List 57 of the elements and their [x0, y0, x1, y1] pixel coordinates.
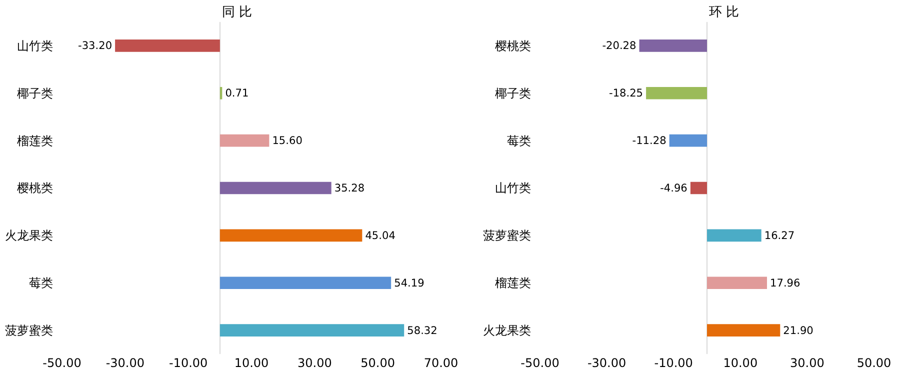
bar	[220, 86, 222, 100]
data-label: 45.04	[365, 230, 396, 242]
chart-title: 同 比	[222, 5, 252, 20]
bar	[220, 182, 332, 194]
y-tick-label: 火龙果类	[5, 228, 53, 243]
y-tick-label: 樱桃类	[495, 38, 531, 53]
x-tick-label: 10.00	[723, 356, 758, 370]
data-label: 54.19	[394, 277, 424, 290]
y-tick-label: 山竹类	[17, 38, 53, 53]
bar	[639, 40, 707, 52]
x-tick-label: -10.00	[654, 356, 693, 370]
y-tick-label: 火龙果类	[483, 323, 531, 338]
y-tick-label: 椰子类	[17, 86, 53, 100]
data-label: -33.20	[78, 40, 112, 52]
y-tick-label: 椰子类	[495, 86, 531, 100]
data-label: -4.96	[660, 182, 688, 195]
y-tick-label: 山竹类	[495, 181, 531, 196]
bar	[115, 40, 220, 52]
bar	[220, 134, 270, 147]
x-tick-label: -30.00	[106, 356, 145, 370]
bar	[707, 276, 767, 290]
bar	[707, 229, 762, 242]
chart-title: 环 比	[709, 5, 740, 20]
y-tick-label: 榴莲类	[17, 134, 53, 148]
bar	[220, 229, 362, 242]
x-tick-label: 30.00	[790, 356, 824, 370]
bar	[707, 324, 780, 336]
x-tick-label: 70.00	[424, 356, 458, 370]
x-tick-label: 10.00	[234, 356, 269, 370]
y-tick-label: 菠萝蜜类	[483, 228, 531, 243]
data-label: -11.28	[632, 135, 666, 148]
y-tick-label: 菠萝蜜类	[5, 323, 53, 338]
bar	[669, 134, 707, 147]
data-label: 35.28	[334, 182, 365, 195]
y-tick-label: 榴莲类	[495, 276, 531, 290]
data-label: -18.25	[609, 88, 644, 100]
bar	[646, 86, 707, 100]
x-tick-label: 30.00	[297, 356, 332, 370]
data-label: 16.27	[764, 230, 795, 242]
x-tick-label: -30.00	[587, 356, 626, 370]
bar	[220, 324, 404, 336]
data-label: 17.96	[770, 277, 800, 290]
x-tick-label: 50.00	[856, 356, 892, 370]
bar	[220, 276, 392, 290]
y-tick-label: 樱桃类	[17, 181, 53, 196]
data-label: 21.90	[783, 324, 814, 337]
data-label: 15.60	[272, 135, 303, 148]
y-tick-label: 莓类	[507, 134, 531, 148]
data-label: 0.71	[225, 88, 249, 100]
x-tick-label: -50.00	[520, 356, 560, 370]
x-tick-label: -50.00	[42, 356, 82, 370]
data-label: 58.32	[407, 324, 438, 337]
bar	[690, 182, 707, 194]
x-tick-label: -10.00	[168, 356, 208, 370]
y-tick-label: 莓类	[29, 276, 53, 290]
x-tick-label: 50.00	[360, 356, 396, 370]
data-label: -20.28	[602, 40, 636, 52]
